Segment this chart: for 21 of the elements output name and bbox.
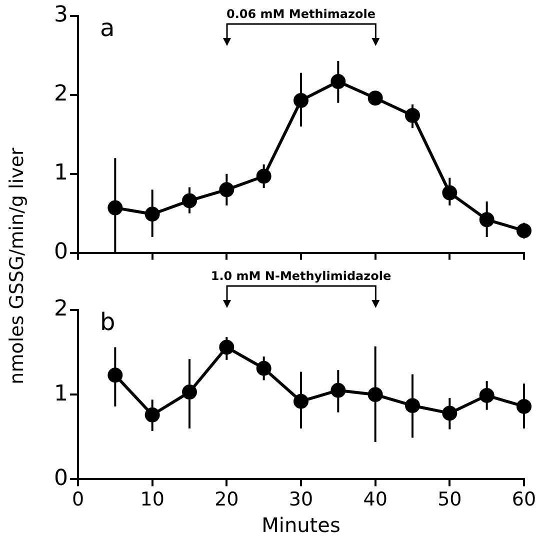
y-tick-label: 0 [54, 466, 68, 491]
y-tick-label: 0 [54, 240, 68, 265]
y-tick-label: 2 [54, 82, 68, 107]
y-tick-label: 3 [54, 2, 68, 28]
point [368, 90, 383, 106]
x-tick-label: 40 [363, 488, 388, 511]
x-tick-label: 30 [288, 488, 314, 511]
y-tick-label: 2 [54, 296, 68, 322]
x-tick-label: 0 [72, 488, 84, 511]
text: 1.0 mM N-Methylimidazole [210, 269, 392, 284]
x-tick-label: 20 [214, 488, 239, 511]
annotation: 0.06 mM Methimazole [226, 7, 376, 22]
x-tick-label: 60 [512, 488, 536, 511]
annotation: a [100, 14, 115, 42]
annotation: b [100, 308, 116, 336]
x-axis-title: Minutes [262, 513, 340, 538]
x-tick-label: 10 [140, 488, 164, 511]
x-tick-label: 50 [438, 488, 462, 511]
y-tick-label: 1 [54, 381, 68, 406]
y-axis-title: nmoles GSSG/min/g liver [6, 146, 28, 386]
y-tick-label: 1 [54, 160, 68, 186]
